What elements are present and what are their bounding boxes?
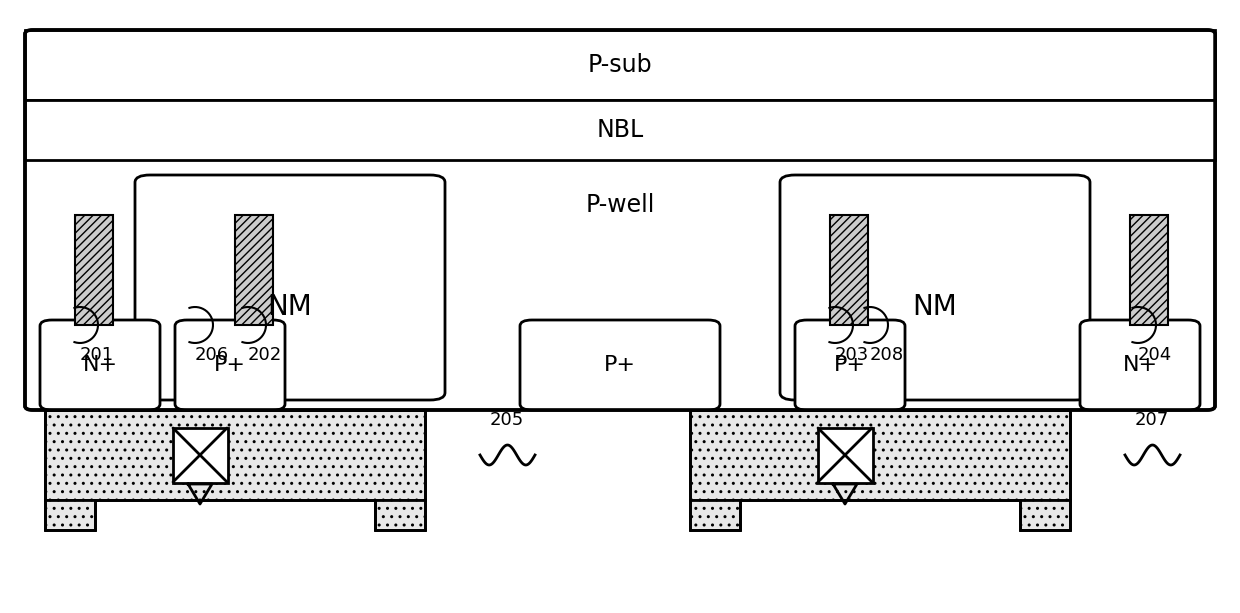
Text: 207: 207 xyxy=(1135,411,1169,429)
Bar xyxy=(74,215,113,325)
Text: 204: 204 xyxy=(1138,346,1172,364)
Text: NM: NM xyxy=(913,293,957,321)
FancyBboxPatch shape xyxy=(520,320,720,410)
Text: P+: P+ xyxy=(215,355,246,375)
Bar xyxy=(1130,215,1168,325)
FancyBboxPatch shape xyxy=(40,320,160,410)
Bar xyxy=(830,215,868,325)
FancyBboxPatch shape xyxy=(135,175,445,400)
Text: P+: P+ xyxy=(835,355,866,375)
FancyBboxPatch shape xyxy=(780,175,1090,400)
Bar xyxy=(236,215,273,325)
Text: P-well: P-well xyxy=(585,193,655,217)
Text: 205: 205 xyxy=(490,411,525,429)
FancyBboxPatch shape xyxy=(1080,320,1200,410)
Text: 203: 203 xyxy=(835,346,869,364)
Text: 208: 208 xyxy=(870,346,904,364)
Bar xyxy=(818,428,873,483)
Text: 201: 201 xyxy=(81,346,114,364)
Bar xyxy=(25,100,1215,160)
Text: NM: NM xyxy=(268,293,312,321)
Bar xyxy=(374,500,425,530)
Text: N+: N+ xyxy=(1122,355,1158,375)
Text: N+: N+ xyxy=(82,355,118,375)
Bar xyxy=(45,500,95,530)
Text: P+: P+ xyxy=(604,355,636,375)
Bar xyxy=(45,410,425,500)
FancyBboxPatch shape xyxy=(25,30,1215,410)
Bar xyxy=(25,30,1215,100)
FancyBboxPatch shape xyxy=(175,320,285,410)
Bar xyxy=(689,500,740,530)
Text: P-sub: P-sub xyxy=(588,53,652,77)
Text: 206: 206 xyxy=(195,346,229,364)
FancyBboxPatch shape xyxy=(795,320,905,410)
Bar xyxy=(174,428,228,483)
Bar xyxy=(1021,500,1070,530)
Text: NBL: NBL xyxy=(596,118,644,142)
Bar xyxy=(689,410,1070,500)
Text: 202: 202 xyxy=(248,346,283,364)
